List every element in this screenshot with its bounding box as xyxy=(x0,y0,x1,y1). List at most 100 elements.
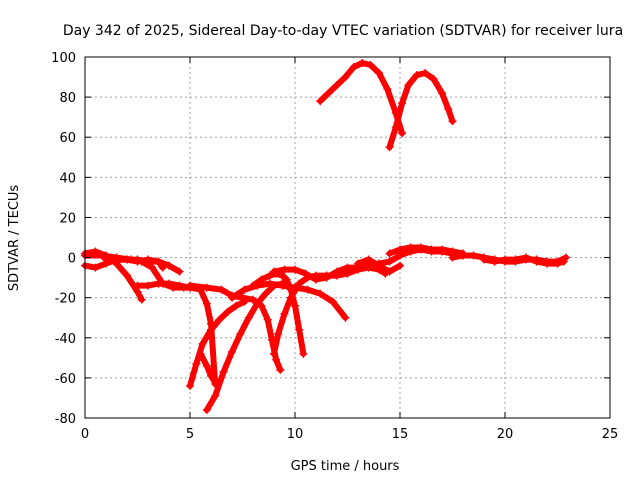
y-tick-label: -40 xyxy=(55,332,76,347)
data-point xyxy=(144,257,152,266)
data-point xyxy=(276,365,285,374)
data-point xyxy=(295,279,304,288)
y-tick-label: 40 xyxy=(59,171,76,186)
data-point xyxy=(341,313,350,322)
data-point xyxy=(438,245,446,254)
data-point xyxy=(383,85,392,94)
data-point xyxy=(137,295,146,304)
data-point xyxy=(333,271,341,280)
data-point xyxy=(270,349,278,358)
data-point xyxy=(291,265,299,274)
data-point xyxy=(501,255,509,264)
data-point xyxy=(532,257,541,266)
data-point xyxy=(263,315,272,324)
data-point xyxy=(280,309,289,318)
x-tick-label: 15 xyxy=(392,427,409,442)
x-tick-label: 25 xyxy=(602,427,619,442)
data-point xyxy=(438,89,446,98)
data-point xyxy=(385,257,394,266)
data-point xyxy=(207,371,215,380)
data-point xyxy=(228,347,236,356)
data-point xyxy=(123,271,131,280)
series-line xyxy=(386,70,456,151)
data-point xyxy=(543,259,551,268)
data-point xyxy=(257,301,266,310)
data-point xyxy=(299,349,308,358)
data-point xyxy=(354,259,362,268)
data-point xyxy=(217,285,226,294)
data-point xyxy=(417,243,425,252)
data-point xyxy=(553,259,562,268)
data-point xyxy=(412,71,421,80)
data-point xyxy=(202,405,211,414)
data-point xyxy=(316,97,325,106)
data-point xyxy=(322,271,331,280)
data-point xyxy=(385,267,394,276)
data-point xyxy=(349,63,358,72)
data-point xyxy=(391,123,400,132)
data-point xyxy=(244,313,253,322)
grid-lines xyxy=(85,57,610,418)
data-point xyxy=(165,261,173,270)
data-point xyxy=(236,329,245,338)
data-point xyxy=(385,249,394,258)
data-point xyxy=(196,349,205,358)
data-point xyxy=(202,299,211,308)
data-point xyxy=(270,267,278,276)
data-point xyxy=(375,261,383,270)
series-line xyxy=(197,350,221,389)
y-tick-label: 60 xyxy=(59,131,76,146)
data-point xyxy=(282,275,291,284)
data-point xyxy=(91,263,100,272)
data-point xyxy=(312,275,320,284)
data-point xyxy=(396,245,404,254)
data-point xyxy=(154,279,163,288)
data-point xyxy=(480,255,488,264)
data-point xyxy=(261,289,270,298)
data-point xyxy=(396,261,404,270)
data-point xyxy=(406,243,415,252)
y-tick-label: 20 xyxy=(59,211,76,226)
series-arc-19 xyxy=(480,253,568,268)
data-point xyxy=(249,281,257,290)
data-point xyxy=(559,257,568,266)
data-point xyxy=(186,381,194,390)
x-tick-label: 0 xyxy=(81,427,89,442)
data-point xyxy=(364,255,373,264)
data-point xyxy=(211,391,220,400)
data-point xyxy=(469,251,478,260)
data-point xyxy=(175,267,184,276)
data-point xyxy=(133,255,142,264)
data-point xyxy=(240,285,249,294)
data-point xyxy=(385,143,394,152)
data-point xyxy=(223,307,232,316)
data-point xyxy=(265,271,274,280)
y-tick-label: 100 xyxy=(51,51,76,66)
data-point xyxy=(429,75,438,84)
data-point xyxy=(490,257,499,266)
y-tick-label: -60 xyxy=(55,372,76,387)
series-arc-17 xyxy=(354,255,404,276)
series-line xyxy=(187,298,248,389)
series-arc-6 xyxy=(186,297,249,390)
data-point xyxy=(358,59,367,68)
data-point xyxy=(341,73,350,82)
y-axis-label: SDTVAR / TECUs xyxy=(7,185,22,292)
data-point xyxy=(198,339,207,348)
data-point xyxy=(303,285,312,294)
data-point xyxy=(421,69,430,78)
data-point xyxy=(301,269,310,278)
data-point xyxy=(144,281,152,290)
data-point xyxy=(427,245,436,254)
data-point xyxy=(444,105,453,114)
series-arc-4 xyxy=(102,255,184,276)
data-point xyxy=(192,359,201,368)
data-point xyxy=(238,293,247,302)
data-point xyxy=(511,255,520,264)
data-point xyxy=(202,283,211,292)
y-tick-label: 0 xyxy=(68,252,76,267)
series-line xyxy=(203,280,286,413)
data-point xyxy=(286,293,295,302)
data-point xyxy=(148,263,157,272)
data-point xyxy=(207,325,215,334)
